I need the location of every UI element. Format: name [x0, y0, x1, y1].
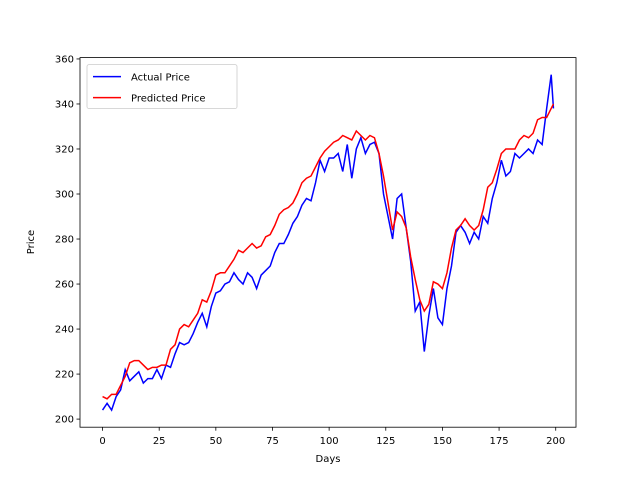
x-tick-label: 175	[490, 436, 509, 447]
x-axis-label: Days	[316, 454, 341, 465]
y-tick-label: 320	[55, 144, 74, 155]
y-tick-label: 200	[55, 415, 74, 426]
y-tick-label: 360	[55, 54, 74, 65]
x-tick-label: 100	[320, 436, 339, 447]
y-tick-label: 340	[55, 99, 74, 110]
y-tick-label: 280	[55, 235, 74, 246]
data-line	[101, 74, 555, 412]
y-tick-label: 240	[55, 325, 74, 336]
x-tick-label: 75	[266, 436, 279, 447]
data-line	[102, 103, 555, 400]
x-tick-label: 150	[433, 436, 452, 447]
y-tick-label: 300	[55, 190, 74, 201]
legend-label: Predicted Price	[131, 94, 206, 105]
legend-box	[86, 64, 238, 109]
x-tick-label: 0	[99, 436, 105, 447]
y-tick-label: 260	[55, 280, 74, 291]
x-tick-label: 50	[209, 436, 222, 447]
x-tick-label: 200	[546, 436, 565, 447]
legend-label: Actual Price	[131, 73, 190, 84]
y-axis-label: Price	[26, 230, 37, 254]
y-tick-label: 220	[55, 370, 74, 381]
x-tick-label: 25	[153, 436, 166, 447]
x-tick-label: 125	[376, 436, 395, 447]
plot-frame	[79, 57, 577, 428]
